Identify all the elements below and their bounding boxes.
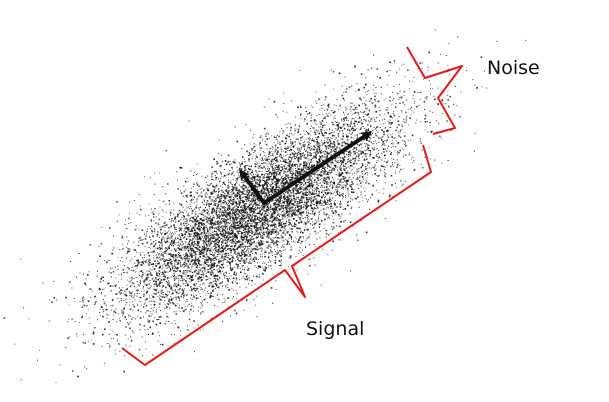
scatter-point-cloud — [3, 29, 527, 383]
signal-brace — [121, 144, 432, 366]
noise-direction-arrow — [239, 168, 266, 205]
noise-brace — [406, 46, 463, 135]
noise-label: Noise — [487, 57, 540, 79]
signal-label: Signal — [306, 318, 365, 340]
signal-direction-arrow — [262, 131, 373, 205]
principal-component-arrows — [239, 131, 373, 205]
